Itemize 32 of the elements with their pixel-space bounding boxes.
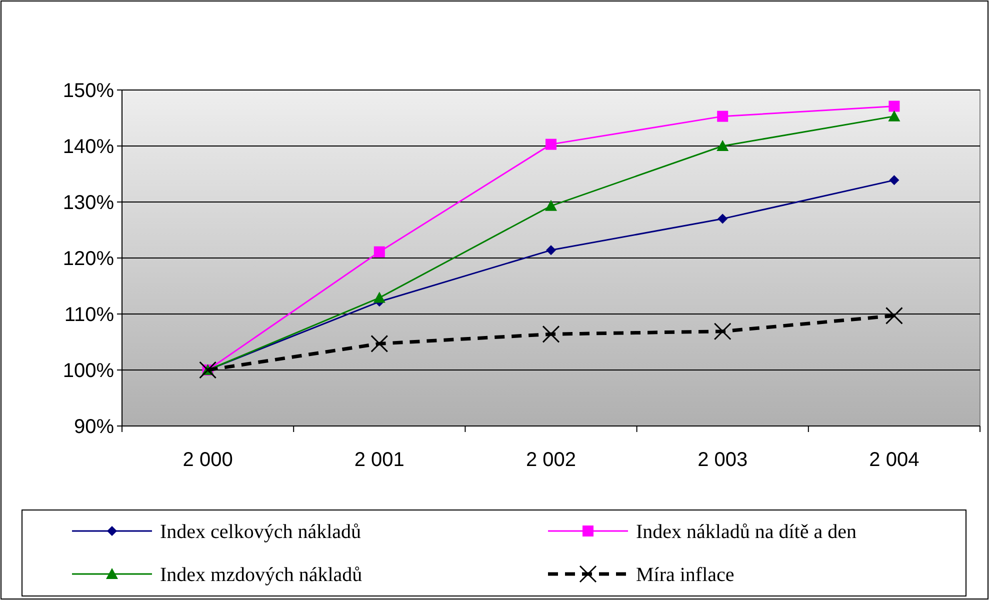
point [546, 245, 556, 256]
point [542, 325, 560, 343]
point [888, 100, 900, 112]
point [885, 306, 903, 324]
x-tick-label: 2 004 [869, 449, 920, 471]
legend-label: Index mzdových nákladů [160, 564, 362, 586]
point [889, 175, 900, 186]
x-tick-label: 2 003 [698, 449, 748, 471]
point [370, 334, 388, 352]
point [545, 200, 557, 211]
y-tick-label: 120% [62, 248, 114, 270]
legend-label: Index celkových nákladů [160, 521, 362, 543]
point [714, 322, 732, 340]
legend-label: Index nákladů na dítě a den [636, 521, 856, 543]
point [717, 110, 728, 122]
x-tick-label: 2 002 [526, 449, 576, 471]
legend-label: Míra inflace [636, 564, 734, 586]
point [888, 110, 900, 122]
x-tick-label: 2 000 [182, 449, 233, 471]
point [546, 138, 556, 150]
y-tick-label: 150% [62, 80, 114, 102]
point [716, 140, 729, 151]
y-tick-label: 140% [62, 136, 114, 158]
y-tick-label: 110% [64, 304, 114, 326]
point [373, 292, 386, 303]
y-tick-label: 90% [74, 416, 114, 438]
point [199, 361, 217, 379]
y-tick-label: 100% [62, 360, 114, 382]
x-tick-label: 2 001 [354, 449, 404, 471]
y-tick-label: 130% [62, 192, 114, 214]
point [718, 214, 728, 224]
point [374, 246, 385, 258]
